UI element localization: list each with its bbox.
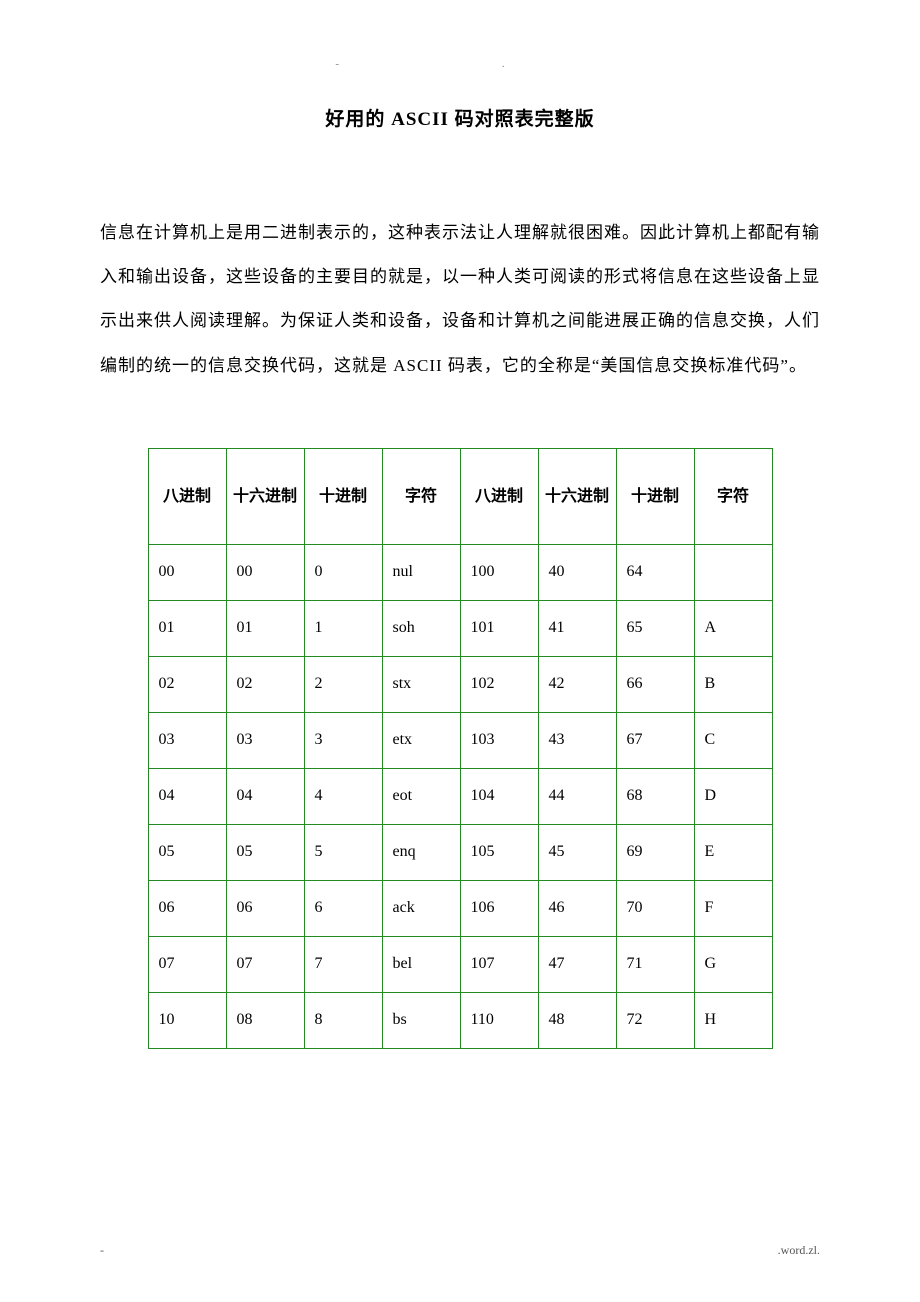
table-container: 八进制 十六进制 十进制 字符 八进制 十六进制 十进制 字符 00000nul… (100, 448, 820, 1049)
table-cell: 105 (460, 824, 538, 880)
table-cell: 7 (304, 936, 382, 992)
table-cell: 10 (148, 992, 226, 1048)
table-cell: 45 (538, 824, 616, 880)
table-cell: 101 (460, 600, 538, 656)
table-cell: 03 (148, 712, 226, 768)
table-cell: H (694, 992, 772, 1048)
table-cell: eot (382, 768, 460, 824)
col-header-hex-2: 十六进制 (538, 448, 616, 544)
table-cell: D (694, 768, 772, 824)
table-cell: etx (382, 712, 460, 768)
page-footer: - .word.zl. (100, 1243, 820, 1258)
table-cell: B (694, 656, 772, 712)
table-header-row: 八进制 十六进制 十进制 字符 八进制 十六进制 十进制 字符 (148, 448, 772, 544)
table-row: 02022stx1024266B (148, 656, 772, 712)
table-row: 00000nul1004064 (148, 544, 772, 600)
table-row: 01011soh1014165A (148, 600, 772, 656)
table-cell: 1 (304, 600, 382, 656)
table-cell: 04 (148, 768, 226, 824)
table-cell: 02 (148, 656, 226, 712)
table-cell: 07 (148, 936, 226, 992)
col-header-hex-1: 十六进制 (226, 448, 304, 544)
table-cell: 66 (616, 656, 694, 712)
table-cell: 47 (538, 936, 616, 992)
table-row: 03033etx1034367C (148, 712, 772, 768)
table-row: 04044eot1044468D (148, 768, 772, 824)
col-header-chr-2: 字符 (694, 448, 772, 544)
footer-left: - (100, 1243, 104, 1258)
table-cell: 06 (226, 880, 304, 936)
table-cell: 04 (226, 768, 304, 824)
page-title: 好用的 ASCII 码对照表完整版 (100, 104, 820, 131)
table-cell: 104 (460, 768, 538, 824)
table-cell: F (694, 880, 772, 936)
table-cell: A (694, 600, 772, 656)
table-cell: 41 (538, 600, 616, 656)
table-cell: 07 (226, 936, 304, 992)
table-cell: 2 (304, 656, 382, 712)
table-cell: 107 (460, 936, 538, 992)
table-cell: 65 (616, 600, 694, 656)
table-cell: C (694, 712, 772, 768)
table-row: 05055enq1054569E (148, 824, 772, 880)
table-cell: 44 (538, 768, 616, 824)
table-cell: 48 (538, 992, 616, 1048)
table-cell: 70 (616, 880, 694, 936)
table-cell: 00 (148, 544, 226, 600)
table-cell: 3 (304, 712, 382, 768)
table-cell: 02 (226, 656, 304, 712)
table-cell: 01 (148, 600, 226, 656)
table-cell: 0 (304, 544, 382, 600)
table-cell: 110 (460, 992, 538, 1048)
table-cell: E (694, 824, 772, 880)
col-header-dec-1: 十进制 (304, 448, 382, 544)
table-cell: 6 (304, 880, 382, 936)
table-cell: 43 (538, 712, 616, 768)
ascii-table: 八进制 十六进制 十进制 字符 八进制 十六进制 十进制 字符 00000nul… (148, 448, 773, 1049)
col-header-oct-2: 八进制 (460, 448, 538, 544)
table-cell: 05 (148, 824, 226, 880)
table-cell: enq (382, 824, 460, 880)
table-cell: bs (382, 992, 460, 1048)
table-cell: 08 (226, 992, 304, 1048)
table-cell: 5 (304, 824, 382, 880)
intro-paragraph: 信息在计算机上是用二进制表示的，这种表示法让人理解就很困难。因此计算机上都配有输… (100, 211, 820, 388)
table-cell: 00 (226, 544, 304, 600)
table-cell: 8 (304, 992, 382, 1048)
table-cell: 67 (616, 712, 694, 768)
table-cell: 01 (226, 600, 304, 656)
top-marks: - . (0, 58, 920, 70)
table-row: 06066ack1064670F (148, 880, 772, 936)
footer-right: .word.zl. (778, 1243, 820, 1258)
table-cell: G (694, 936, 772, 992)
table-cell: nul (382, 544, 460, 600)
table-cell: 4 (304, 768, 382, 824)
col-header-dec-2: 十进制 (616, 448, 694, 544)
table-cell: 69 (616, 824, 694, 880)
table-cell: ack (382, 880, 460, 936)
table-cell: 71 (616, 936, 694, 992)
table-cell: 100 (460, 544, 538, 600)
table-cell: 102 (460, 656, 538, 712)
table-row: 07077bel1074771G (148, 936, 772, 992)
table-row: 10088bs1104872H (148, 992, 772, 1048)
table-cell: 106 (460, 880, 538, 936)
col-header-chr-1: 字符 (382, 448, 460, 544)
table-cell (694, 544, 772, 600)
col-header-oct-1: 八进制 (148, 448, 226, 544)
table-cell: 06 (148, 880, 226, 936)
table-cell: 68 (616, 768, 694, 824)
table-cell: 64 (616, 544, 694, 600)
table-cell: 103 (460, 712, 538, 768)
table-cell: bel (382, 936, 460, 992)
table-cell: 72 (616, 992, 694, 1048)
table-cell: soh (382, 600, 460, 656)
table-cell: 05 (226, 824, 304, 880)
table-cell: 40 (538, 544, 616, 600)
table-cell: 42 (538, 656, 616, 712)
table-cell: stx (382, 656, 460, 712)
table-cell: 46 (538, 880, 616, 936)
table-cell: 03 (226, 712, 304, 768)
